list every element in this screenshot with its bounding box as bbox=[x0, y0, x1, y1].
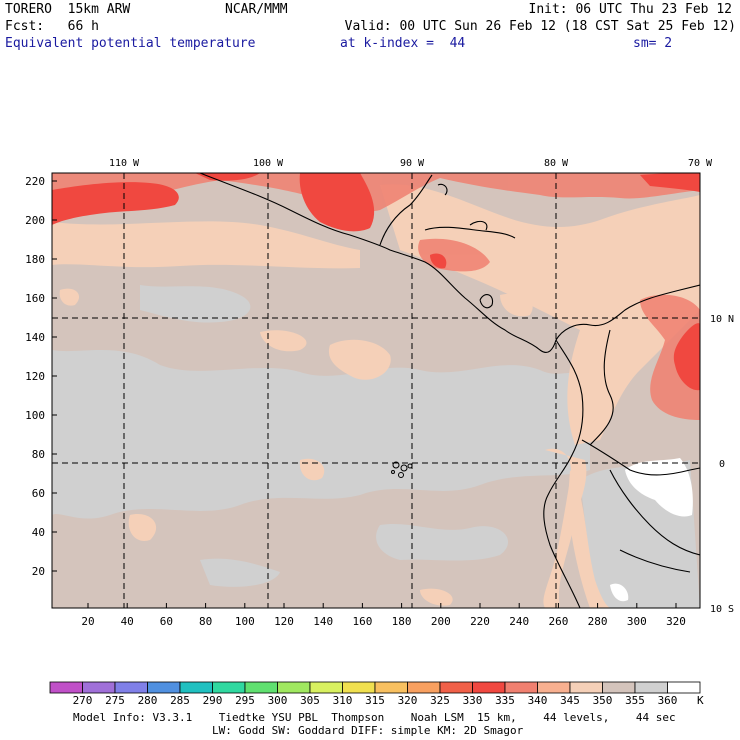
colorbar-label: 275 bbox=[105, 694, 125, 707]
colorbar-swatch bbox=[49, 681, 83, 694]
x-tick-label: 240 bbox=[509, 615, 529, 628]
colorbar-label: 280 bbox=[138, 694, 158, 707]
x-tick-label: 40 bbox=[121, 615, 134, 628]
latitude-label: 10 S bbox=[710, 604, 734, 615]
x-tick-label: 220 bbox=[470, 615, 490, 628]
colorbar: 270 275 280 285 290 295 300 305 310 315 320 325 330 3… bbox=[49, 681, 701, 707]
x-tick-label: 100 bbox=[235, 615, 255, 628]
y-tick-label: 140 bbox=[25, 331, 45, 344]
colorbar-swatch bbox=[504, 681, 538, 694]
plot-area bbox=[52, 173, 700, 608]
longitude-label: 110 W bbox=[109, 158, 140, 169]
organization: NCAR/MMM bbox=[225, 2, 288, 17]
colorbar-swatch bbox=[114, 681, 148, 694]
x-tick-label: 120 bbox=[274, 615, 294, 628]
smoothing: sm= 2 bbox=[633, 36, 673, 51]
colorbar-label: 320 bbox=[398, 694, 418, 707]
latitude-labels: 10 N 0 10 S bbox=[710, 314, 734, 615]
x-tick-labels: 20 40 60 80 100 120 140 160 180 200 220 240 260 280 30… bbox=[81, 603, 686, 628]
x-tick-label: 300 bbox=[627, 615, 647, 628]
model-info-line1: Model Info: V3.3.1 Tiedtke YSU PBL Thomp… bbox=[73, 711, 676, 724]
colorbar-label: 305 bbox=[300, 694, 320, 707]
plot-frame bbox=[51, 172, 701, 609]
longitude-labels: 110 W 100 W 90 W 80 W 70 W bbox=[109, 158, 713, 169]
colorbar-swatch bbox=[342, 681, 376, 694]
colorbar-label: 345 bbox=[560, 694, 580, 707]
colorbar-swatch bbox=[667, 681, 701, 694]
y-tick-label: 220 bbox=[25, 175, 45, 188]
x-tick-label: 60 bbox=[160, 615, 173, 628]
colorbar-label: 330 bbox=[463, 694, 483, 707]
colorbar-swatch bbox=[407, 681, 441, 694]
x-tick-label: 160 bbox=[352, 615, 372, 628]
y-tick-label: 20 bbox=[32, 565, 45, 578]
y-tick-label: 120 bbox=[25, 370, 45, 383]
galapagos-islands bbox=[391, 461, 413, 478]
x-tick-label: 320 bbox=[666, 615, 686, 628]
longitude-label: 100 W bbox=[253, 158, 284, 169]
model-info-line2: LW: Godd SW: Goddard DIFF: simple KM: 2D… bbox=[212, 724, 524, 737]
colorbar-swatch bbox=[309, 681, 343, 694]
colorbar-label: 325 bbox=[430, 694, 450, 707]
colorbar-swatch bbox=[537, 681, 571, 694]
latitude-label: 0 bbox=[719, 459, 725, 470]
colorbar-label: 360 bbox=[658, 694, 678, 707]
colorbar-label: 270 bbox=[73, 694, 93, 707]
colorbar-label: 355 bbox=[625, 694, 645, 707]
graticule bbox=[52, 173, 700, 608]
colorbar-swatch bbox=[277, 681, 311, 694]
colorbar-label: 340 bbox=[528, 694, 548, 707]
field-325-335 bbox=[52, 173, 700, 391]
colorbar-label: 310 bbox=[333, 694, 353, 707]
forecast-hour: Fcst: 66 h bbox=[5, 19, 99, 34]
colorbar-label: 350 bbox=[593, 694, 613, 707]
x-tick-label: 280 bbox=[588, 615, 608, 628]
x-tick-label: 260 bbox=[548, 615, 568, 628]
longitude-label: 80 W bbox=[544, 158, 569, 169]
model-name: TORERO 15km ARW bbox=[5, 2, 131, 17]
colorbar-label: 290 bbox=[203, 694, 223, 707]
colorbar-label: 295 bbox=[235, 694, 255, 707]
colorbar-swatch bbox=[439, 681, 473, 694]
y-tick-label: 60 bbox=[32, 487, 45, 500]
coastlines bbox=[199, 173, 700, 608]
field-name: Equivalent potential temperature bbox=[5, 36, 256, 51]
colorbar-swatch bbox=[634, 681, 668, 694]
colorbar-swatch bbox=[179, 681, 213, 694]
latitude-label: 10 N bbox=[710, 314, 734, 325]
colorbar-unit: K bbox=[697, 694, 704, 707]
x-tick-label: 140 bbox=[313, 615, 333, 628]
x-tick-label: 180 bbox=[392, 615, 412, 628]
colorbar-label: 300 bbox=[268, 694, 288, 707]
x-tick-label: 80 bbox=[199, 615, 212, 628]
colorbar-swatch bbox=[472, 681, 506, 694]
y-tick-label: 80 bbox=[32, 448, 45, 461]
valid-time: Valid: 00 UTC Sun 26 Feb 12 (18 CST Sat … bbox=[344, 19, 736, 34]
y-tick-label: 160 bbox=[25, 292, 45, 305]
colorbar-swatch bbox=[602, 681, 636, 694]
colorbar-swatch bbox=[147, 681, 181, 694]
y-tick-label: 100 bbox=[25, 409, 45, 422]
level-index: at k-index = 44 bbox=[340, 36, 466, 51]
x-tick-label: 200 bbox=[431, 615, 451, 628]
colorbar-label: 285 bbox=[170, 694, 190, 707]
colorbar-swatch bbox=[374, 681, 408, 694]
y-tick-label: 180 bbox=[25, 253, 45, 266]
x-tick-label: 20 bbox=[81, 615, 94, 628]
colorbar-swatch bbox=[244, 681, 278, 694]
colorbar-swatch bbox=[82, 681, 116, 694]
y-tick-label: 40 bbox=[32, 526, 45, 539]
y-tick-labels: 220 200 180 160 140 120 100 80 60 40 20 bbox=[25, 175, 57, 578]
colorbar-label: 315 bbox=[365, 694, 385, 707]
longitude-label: 70 W bbox=[688, 158, 713, 169]
field-335-340 bbox=[52, 173, 700, 420]
y-tick-label: 200 bbox=[25, 214, 45, 227]
longitude-label: 90 W bbox=[400, 158, 425, 169]
colorbar-label: 335 bbox=[495, 694, 515, 707]
init-time: Init: 06 UTC Thu 23 Feb 12 bbox=[528, 2, 733, 17]
colorbar-swatch bbox=[569, 681, 603, 694]
colorbar-swatch bbox=[212, 681, 246, 694]
